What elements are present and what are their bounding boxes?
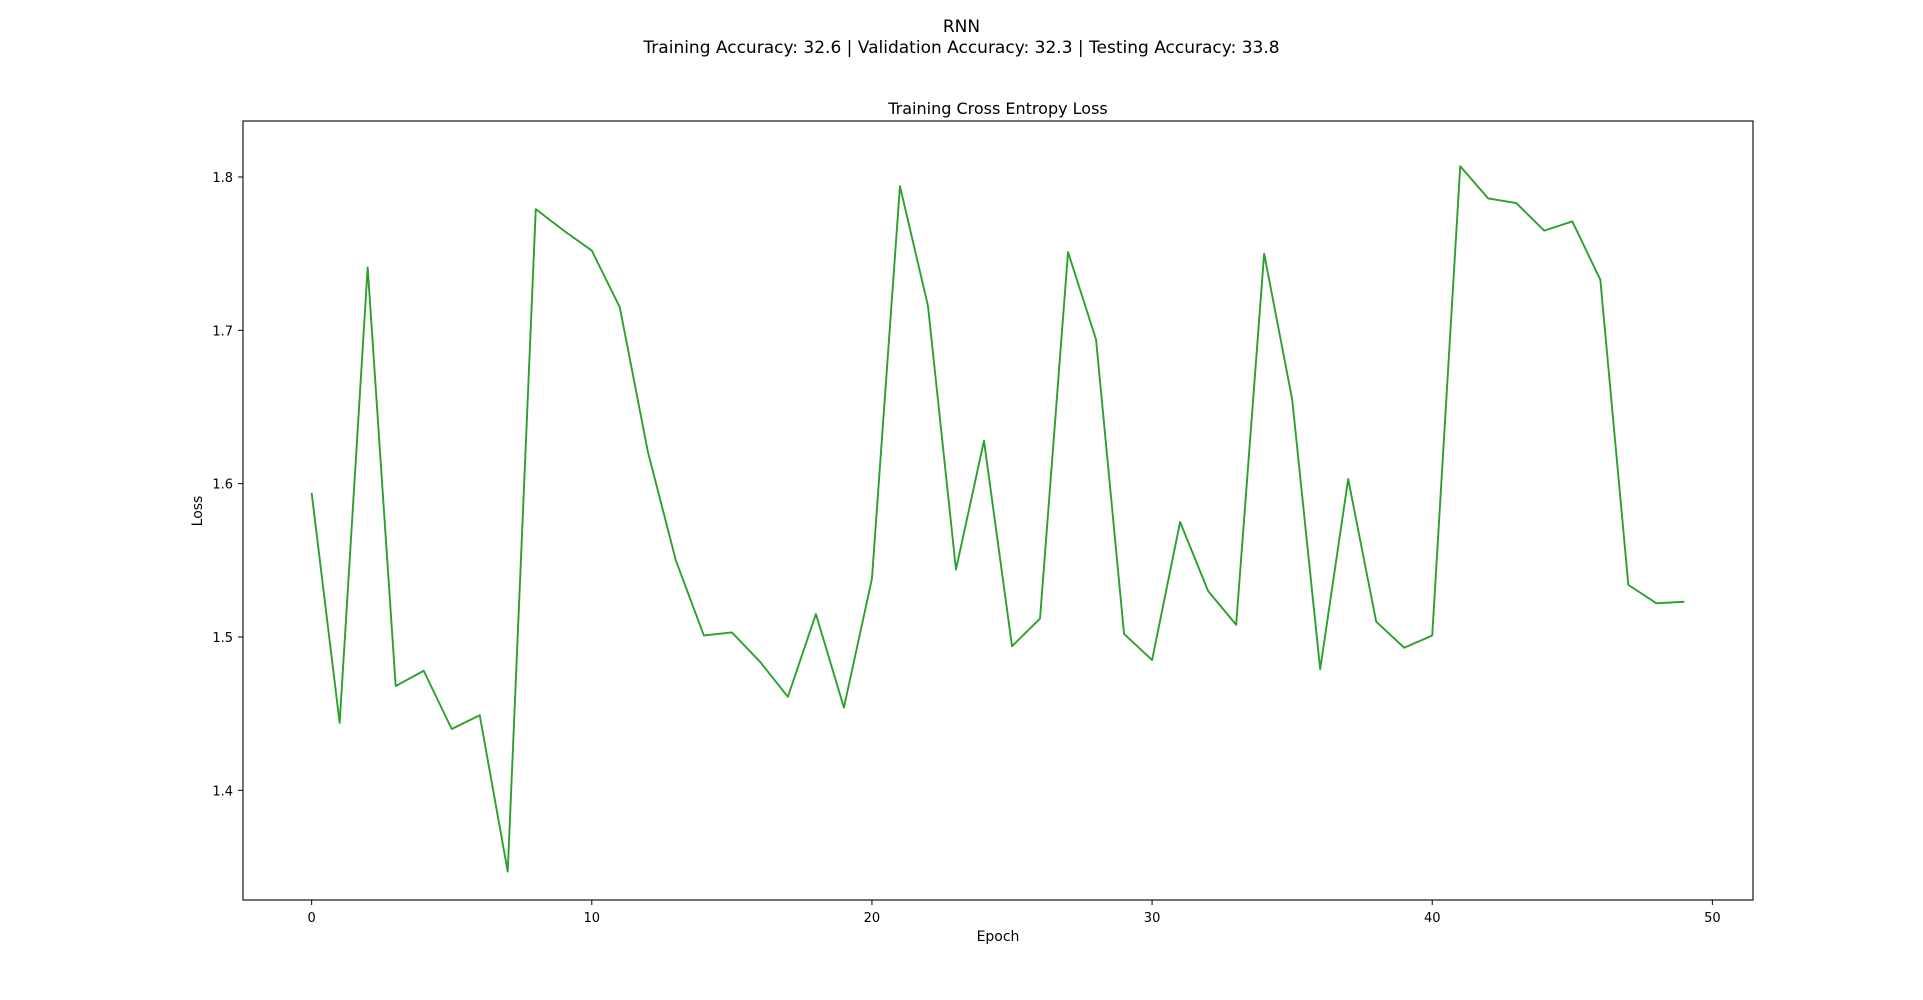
series-points <box>311 166 1685 872</box>
x-tick-label: 0 <box>307 911 315 926</box>
figure-title: RNN <box>942 17 981 37</box>
y-tick-label: 1.5 <box>212 631 233 646</box>
y-tick-label: 1.6 <box>212 478 233 493</box>
x-tick-label: 40 <box>1424 911 1441 926</box>
y-axis: 1.4 1.5 1.6 1.7 1.8 <box>212 171 243 799</box>
y-tick-label: 1.8 <box>212 171 233 186</box>
x-tick-label: 50 <box>1704 911 1721 926</box>
y-tick-label: 1.7 <box>212 324 233 339</box>
y-axis-label: Loss <box>190 496 206 527</box>
y-tick-label: 1.4 <box>212 784 233 799</box>
series-line-training-loss <box>310 165 1685 873</box>
x-tick-label: 20 <box>864 911 881 926</box>
plot-title: Training Cross Entropy Loss <box>887 99 1108 118</box>
x-tick-label: 10 <box>584 911 601 926</box>
x-axis: 0 10 20 30 40 50 <box>307 900 1721 926</box>
x-axis-label: Epoch <box>977 929 1020 945</box>
plot-frame <box>242 120 1754 901</box>
figure-subtitle: Training Accuracy: 32.6 | Validation Acc… <box>643 38 1280 58</box>
x-tick-label: 30 <box>1144 911 1161 926</box>
